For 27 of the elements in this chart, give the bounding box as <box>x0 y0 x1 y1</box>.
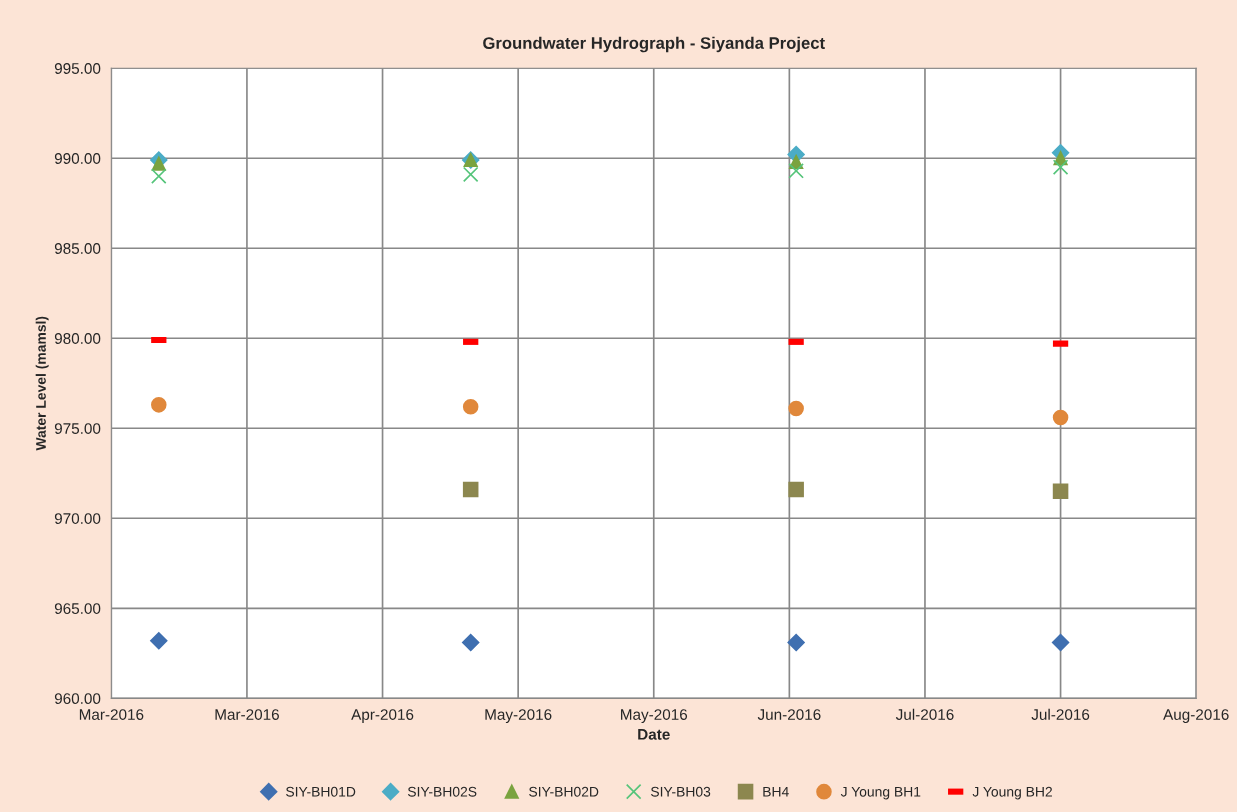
x-tick-label: Mar-2016 <box>79 709 144 720</box>
legend-label: SIY-BH02D <box>529 786 599 797</box>
x-axis-title: Date <box>638 729 670 740</box>
x-tick-label: May-2016 <box>485 709 552 723</box>
y-tick-label: 960.00 <box>54 693 101 705</box>
y-tick-label: 980.00 <box>54 333 101 344</box>
x-tick-label: Jul-2016 <box>895 708 954 720</box>
legend-label: BH4 <box>763 786 789 797</box>
y-tick-label: 995.00 <box>54 63 101 74</box>
y-tick-label: 975.00 <box>54 423 101 434</box>
x-tick-label: Jul-2016 <box>1031 708 1090 720</box>
y-tick-label: 965.00 <box>54 603 101 614</box>
chart-title: Groundwater Hydrograph - Siyanda Project <box>483 36 825 53</box>
y-tick-label: 985.00 <box>54 243 101 254</box>
y-tick-label: 970.00 <box>54 513 101 524</box>
x-tick-label: Aug-2016 <box>1163 709 1229 723</box>
legend-label: J Young BH1 <box>840 786 921 800</box>
y-axis-title: Water Level (mamsl) <box>35 316 49 451</box>
legend-label: SIY-BH03 <box>650 786 711 797</box>
legend-label: SIY-BH01D <box>286 786 356 797</box>
legend-label: J Young BH2 <box>972 786 1052 800</box>
y-tick-label: 990.00 <box>54 153 101 164</box>
legend-label: SIY-BH02S <box>407 786 477 797</box>
x-tick-label: Jun-2016 <box>757 709 821 720</box>
x-tick-label: May-2016 <box>621 709 688 723</box>
x-tick-label: Apr-2016 <box>351 709 414 723</box>
x-tick-label: Mar-2016 <box>215 709 279 720</box>
